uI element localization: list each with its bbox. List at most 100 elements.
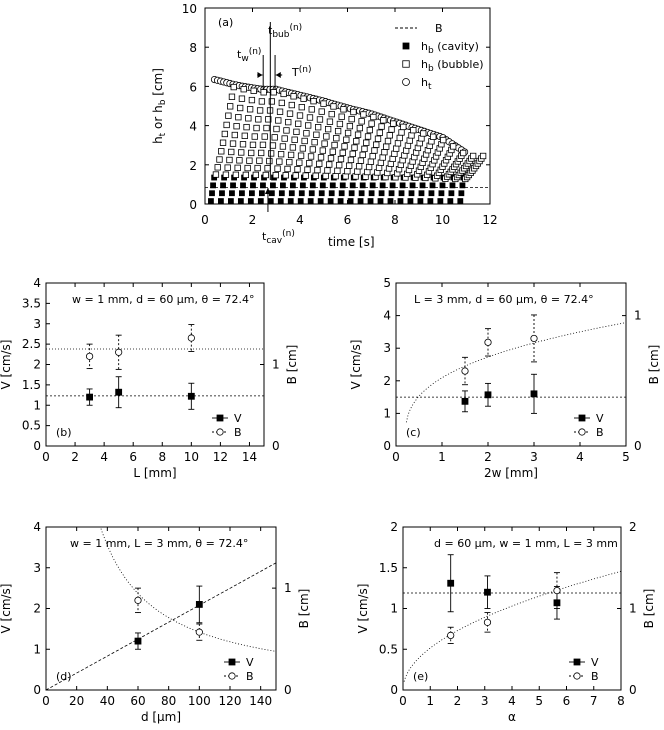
B-point	[484, 338, 492, 346]
x-tick-label: 12	[213, 450, 228, 464]
hb-cavity-point	[299, 182, 306, 189]
B-point	[461, 367, 469, 375]
hb-cavity-point	[448, 190, 455, 197]
panel-letter: (d)	[56, 670, 72, 683]
hb-bubble-point	[355, 163, 363, 170]
hb-bubble-point	[361, 145, 368, 153]
x-axis-label: d [μm]	[141, 710, 181, 724]
hb-bubble-point	[336, 161, 343, 169]
x-tick-label: 4	[576, 450, 584, 464]
hb-bubble-point	[353, 138, 360, 145]
legend-B-label: B	[435, 22, 443, 35]
x-tick-label: 2	[71, 450, 79, 464]
hb-cavity-point	[387, 198, 394, 204]
hb-bubble-point	[303, 130, 310, 137]
hb-bubble-point	[286, 110, 294, 117]
panel-letter: (e)	[413, 670, 428, 683]
x-tick-label: 40	[100, 694, 115, 708]
tw-arrowhead	[257, 72, 263, 78]
tw-label: tw(n)	[237, 47, 261, 64]
y-tick-label: 1.5	[22, 378, 41, 392]
hb-cavity-point	[208, 198, 214, 204]
y-tick-label: 3.5	[22, 296, 41, 310]
hb-cavity-point	[239, 190, 245, 197]
hb-cavity-point	[229, 190, 235, 197]
y-tick-label: 1	[33, 642, 41, 656]
legend-V-marker	[578, 414, 586, 422]
hb-cavity-point	[288, 190, 295, 197]
x-tick-label: 120	[219, 694, 242, 708]
panel-letter: (c)	[406, 426, 421, 439]
hb-bubble-point	[301, 137, 308, 145]
hb-cavity-point	[327, 198, 334, 204]
hb-bubble-point	[390, 120, 397, 127]
hb-bubble-point	[310, 98, 317, 105]
B-point	[187, 334, 195, 342]
T-arrowhead	[275, 72, 281, 78]
y-tick-label: 2	[189, 159, 197, 173]
V-point	[195, 601, 203, 608]
panel-title: w = 1 mm, d = 60 μm, θ = 72.4°	[72, 293, 254, 306]
hb-bubble-point	[358, 118, 365, 125]
hb-bubble-point	[241, 132, 248, 139]
hb-bubble-point	[291, 136, 298, 143]
hb-bubble-point	[328, 110, 335, 118]
hb-cavity-point	[399, 182, 406, 189]
hb-bubble-point	[254, 164, 261, 172]
hb-bubble-point	[311, 139, 318, 146]
hb-bubble-point	[298, 104, 305, 111]
y-axis-label: V [cm/s]	[0, 584, 13, 634]
hb-bubble-point	[251, 133, 258, 140]
hb-cavity-point	[337, 198, 344, 204]
hb-cavity-point	[458, 190, 465, 197]
plot-frame	[395, 282, 627, 447]
hb-bubble-point	[234, 164, 241, 171]
hb-bubble-point	[249, 141, 257, 149]
hb-bubble-point	[319, 147, 326, 154]
legend-B-marker	[573, 672, 581, 680]
hb-bubble-point	[371, 147, 378, 154]
y-axis-label: ht or hb [cm]	[151, 68, 168, 144]
y-tick-label: 4	[383, 309, 391, 323]
B-point	[553, 586, 561, 595]
x-tick-label: 6	[344, 213, 352, 227]
V-point	[115, 388, 123, 396]
hb-bubble-point	[276, 158, 283, 165]
legend-V-marker	[216, 414, 224, 422]
hb-cavity-point	[249, 190, 255, 197]
hb-bubble-point	[393, 145, 400, 152]
hb-bubble-point	[271, 134, 278, 141]
hb-bubble-point	[228, 93, 236, 100]
hb-cavity-point	[358, 190, 365, 197]
hb-bubble-point	[277, 151, 285, 158]
hb-cavity-point	[279, 182, 286, 189]
x-tick-label: 0	[42, 694, 50, 708]
hb-bubble-point	[264, 165, 271, 172]
hb-cavity-point	[258, 190, 265, 197]
hb-bubble-point	[223, 121, 230, 129]
hb-bubble-point	[248, 149, 255, 157]
hb-bubble-point	[391, 150, 398, 157]
y-tick-label: 6	[189, 80, 197, 94]
hb-bubble-point	[289, 144, 297, 151]
hb-bubble-point	[396, 134, 403, 142]
hb-cavity-point	[437, 198, 444, 204]
hb-cavity-point	[260, 182, 266, 189]
hb-bubble-point	[292, 172, 299, 179]
hb-bubble-point	[374, 135, 382, 142]
hb-bubble-point	[368, 120, 375, 127]
y-axis-label: V [cm/s]	[0, 340, 13, 390]
legend-B-marker	[578, 428, 586, 436]
hb-cavity-point	[417, 198, 424, 204]
hb-cavity-point	[339, 182, 346, 189]
y2-tick-label: 0	[629, 683, 637, 697]
hb-bubble-point	[260, 89, 267, 96]
x-tick-label: 4	[508, 694, 516, 708]
y2-tick-label: 0	[634, 439, 642, 453]
B-fit-curve	[403, 570, 621, 682]
B-point	[115, 348, 123, 356]
hb-bubble-point	[326, 161, 333, 168]
